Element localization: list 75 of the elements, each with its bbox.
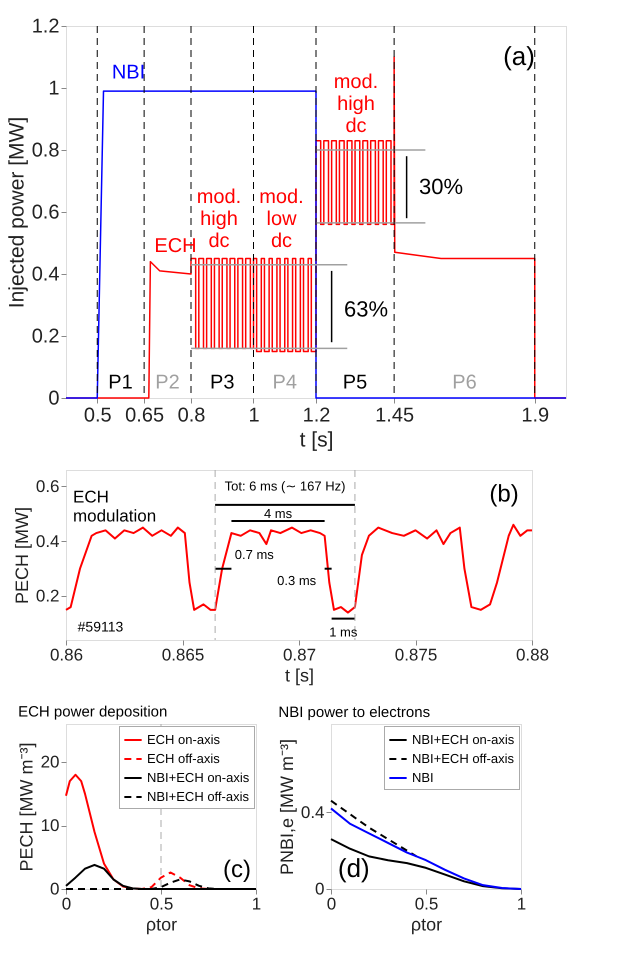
y-tick-label: 0.6 [32,202,60,224]
annotation: P3 [210,371,234,394]
annotation: (d) [338,853,370,884]
x-tick-label: 1 [252,894,262,914]
annotation: (a) [503,40,535,71]
y-axis-title: PNBI,e [MW m⁻³] [276,739,297,875]
x-tick-label: 0.875 [394,646,438,664]
x-tick-label: 0.5 [150,894,174,914]
x-tick-label: 0.65 [125,404,164,426]
x-tick-label: 1 [516,894,526,914]
y-tick-label: 20 [40,752,60,772]
annotation: ECH [154,235,197,258]
y-tick-label: 0.8 [32,140,60,162]
y-axis-title: Injected power [MW] [6,116,29,308]
annotation: (c) [223,856,251,884]
annotation: NBI [112,62,146,84]
y-tick-label: 0.2 [36,586,60,606]
y-tick-label: 10 [40,816,60,836]
annotation: P5 [342,371,368,394]
annotation: 0.7 ms [234,547,274,562]
legend-label: NBI [412,770,434,785]
chart-title: NBI power to electrons [278,704,430,721]
x-tick-label: 0.5 [84,404,112,426]
y-tick-label: 0 [48,388,60,410]
y-tick-label: 0.6 [36,476,60,496]
x-axis-title: t [s] [300,428,334,452]
y-tick-label: 0.4 [300,802,324,822]
line-series [330,807,522,890]
x-tick-label: 0.5 [414,894,438,914]
x-tick-label: 0.88 [516,646,550,664]
y-axis-title: PECH [MW] [12,507,32,604]
line-series [65,524,533,614]
annotation: ECH modulation [72,487,156,526]
y-tick-label: 1 [48,78,60,100]
x-tick-label: 0.865 [162,646,204,664]
chart-title: ECH power deposition [18,704,168,720]
annotation: #59113 [78,618,124,634]
annotation: mod. high dc [196,186,242,252]
y-axis-title: PECH [MW m⁻³] [16,742,37,872]
legend-label: NBI+ECH on-axis [147,770,250,785]
annotation: 63% [344,296,388,322]
x-tick-label: 0 [326,894,336,914]
x-tick-label: 0.86 [50,646,84,664]
x-tick-label: 0 [62,894,72,914]
y-tick-label: 0 [50,880,60,898]
line-series [330,800,418,858]
y-tick-label: 0.4 [32,264,60,286]
legend-label: NBI+ECH off-axis [147,789,250,804]
x-axis-title: t [s] [284,666,314,686]
legend-label: NBI+ECH off-axis [412,751,514,766]
x-tick-label: 1.45 [375,404,414,426]
x-tick-label: 1 [248,404,260,426]
legend-label: NBI+ECH on-axis [412,732,515,747]
annotation: 30% [418,174,464,200]
y-tick-label: 1.2 [32,16,60,38]
legend-label: ECH off-axis [147,751,220,766]
x-tick-label: 1.9 [521,404,550,426]
x-tick-label: 0.87 [282,646,316,664]
annotation: P6 [452,371,477,394]
x-tick-label: 0.8 [178,404,206,426]
x-axis-title: ρtor [146,914,178,934]
annotation: 4 ms [264,506,293,521]
y-tick-label: 0.4 [36,532,60,551]
annotation: 0.3 ms [277,573,317,588]
annotation: (b) [489,480,519,508]
x-axis-title: ρtor [410,914,442,934]
y-tick-label: 0.2 [32,326,60,348]
annotation: mod. high dc [334,70,378,137]
annotation: mod. low dc [259,186,304,252]
annotation: P4 [272,371,297,394]
legend-label: ECH on-axis [147,732,220,747]
annotation: 1 ms [329,624,358,640]
annotation: P2 [155,371,180,394]
annotation: P1 [108,371,133,394]
annotation: Tot: 6 ms (∼ 167 Hz) [224,478,346,494]
